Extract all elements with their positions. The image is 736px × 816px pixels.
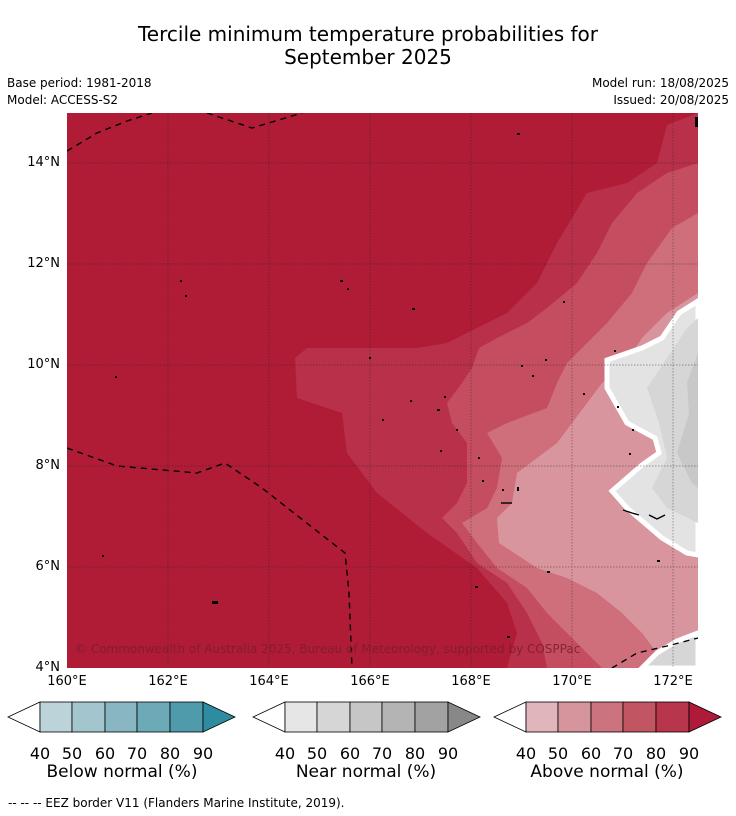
above-tick-50: 50 [547,744,569,763]
lat-label-12n: 12°N [27,256,60,271]
colorbars [7,701,722,733]
near-tick-90: 90 [437,744,459,763]
copyright-notice: © Commonwealth of Australia 2025, Bureau… [75,642,581,656]
above-tick-70: 70 [612,744,634,763]
below-tick-80: 80 [159,744,181,763]
islands [102,117,698,638]
near-tick-60: 60 [339,744,361,763]
lon-label-170e: 170°E [552,674,592,689]
above-tick-80: 80 [645,744,667,763]
lat-label-4n: 4°N [35,660,61,675]
near-tick-80: 80 [404,744,426,763]
above-tick-60: 60 [580,744,602,763]
near-tick-70: 70 [371,744,393,763]
base-period: Base period: 1981-2018 [7,76,152,90]
lon-label-164e: 164°E [249,674,289,689]
above-tick-40: 40 [515,744,537,763]
model-run-date: Model run: 18/08/2025 [591,76,729,90]
colorbar-below [7,701,236,733]
above-tick-90: 90 [678,744,700,763]
zone-near-60 [677,353,698,488]
lat-label-10n: 10°N [27,357,60,372]
below-tick-40: 40 [29,744,51,763]
below-tick-70: 70 [126,744,148,763]
colorbar-above [493,701,722,733]
lon-label-166e: 166°E [350,674,390,689]
near-tick-50: 50 [306,744,328,763]
atolls [501,502,666,520]
below-normal-title: Below normal (%) [46,762,198,782]
colorbar-near [252,701,481,733]
lat-label-8n: 8°N [35,458,61,473]
lon-label-168e: 168°E [451,674,491,689]
lat-label-14n: 14°N [27,155,60,170]
above-normal-title: Above normal (%) [530,762,684,782]
lat-label-6n: 6°N [35,559,61,574]
near-tick-40: 40 [274,744,296,763]
eez-legend: -- -- -- EEZ border V11 (Flanders Marine… [8,796,345,810]
eez-borders [67,113,698,668]
map-title-line1: Tercile minimum temperature probabilitie… [137,22,599,46]
lon-label-172e: 172°E [653,674,693,689]
near-normal-title: Near normal (%) [295,762,437,782]
lon-label-162e: 162°E [148,674,188,689]
probability-map: © Commonwealth of Australia 2025, Bureau… [67,113,698,668]
map-title-line2: September 2025 [284,45,452,69]
below-tick-60: 60 [94,744,116,763]
grid-lines [67,113,698,668]
issued-date: Issued: 20/08/2025 [613,93,729,107]
map-canvas [67,113,698,668]
model-name: Model: ACCESS-S2 [7,93,119,107]
lon-label-160e: 160°E [47,674,87,689]
zone-near-50 [647,318,698,523]
below-tick-50: 50 [61,744,83,763]
below-tick-90: 90 [192,744,214,763]
